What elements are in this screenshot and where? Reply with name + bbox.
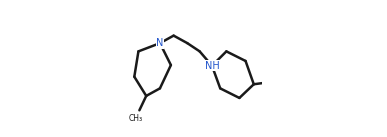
Text: NH: NH [205,61,219,71]
Text: CH₃: CH₃ [128,114,142,123]
Text: N: N [156,38,164,48]
